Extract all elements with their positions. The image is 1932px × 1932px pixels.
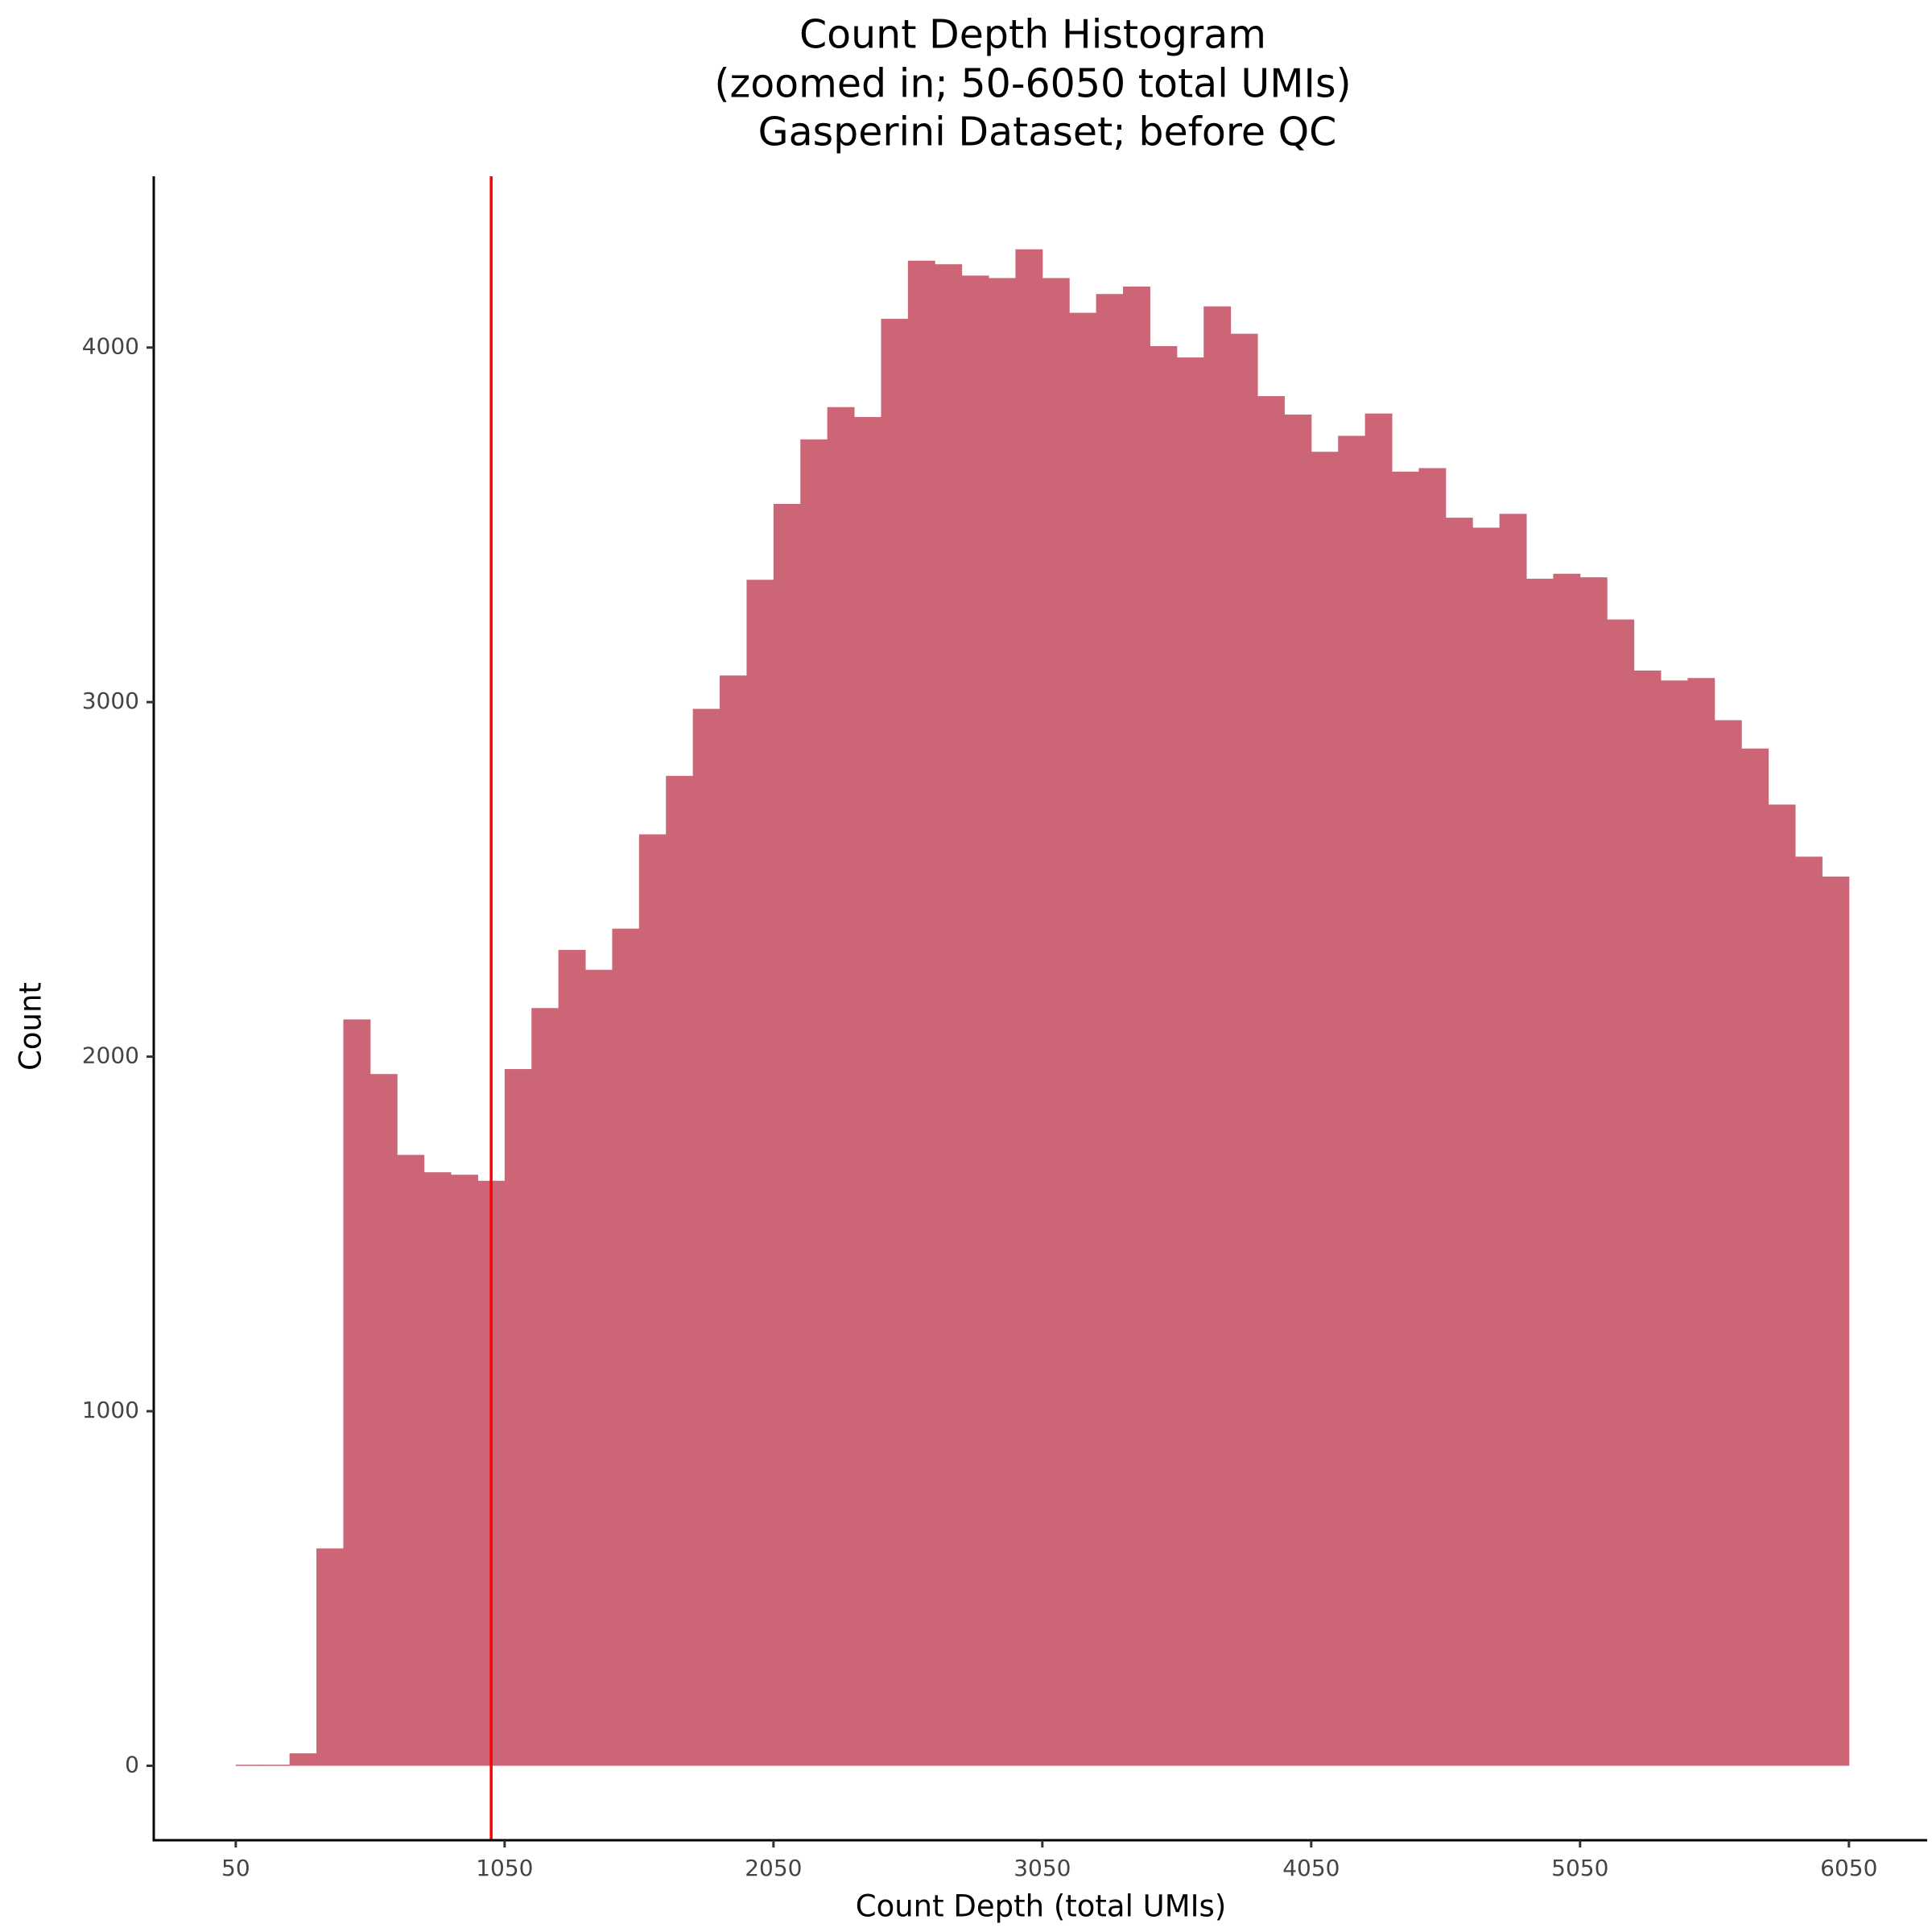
- bar: [1418, 468, 1447, 1766]
- bar: [1607, 619, 1635, 1766]
- bar: [1714, 720, 1742, 1766]
- bar: [720, 675, 747, 1766]
- x-tick-label: 50: [221, 1855, 250, 1881]
- bar: [1069, 312, 1097, 1766]
- bar: [666, 775, 694, 1766]
- bar: [1257, 396, 1285, 1766]
- bar: [531, 1008, 559, 1766]
- bar: [1579, 577, 1608, 1766]
- x-tick-label: 6050: [1820, 1855, 1877, 1881]
- y-axis-label: Count: [14, 982, 48, 1071]
- bar: [1338, 436, 1366, 1766]
- bar: [1661, 680, 1688, 1766]
- bar: [1741, 748, 1769, 1766]
- bar: [451, 1174, 478, 1766]
- bar: [1526, 578, 1554, 1766]
- bar: [1687, 678, 1715, 1766]
- bar: [1822, 876, 1850, 1766]
- bar: [1123, 286, 1150, 1766]
- bar: [612, 928, 640, 1766]
- x-axis-label: Count Depth (total UMIs): [856, 1889, 1227, 1924]
- bar: [907, 260, 935, 1766]
- bar: [989, 278, 1016, 1766]
- bar: [1364, 413, 1393, 1766]
- bar: [369, 1074, 398, 1766]
- bar: [773, 503, 801, 1766]
- bar: [1284, 414, 1312, 1766]
- bar: [827, 407, 855, 1766]
- bar: [1392, 471, 1419, 1766]
- bar: [638, 834, 667, 1766]
- bar: [961, 275, 989, 1766]
- bar: [935, 264, 963, 1766]
- y-tick-label: 4000: [82, 333, 139, 360]
- x-tick-label: 5050: [1551, 1855, 1608, 1881]
- bar: [1499, 514, 1527, 1766]
- y-tick-label: 0: [125, 1752, 139, 1778]
- bar: [262, 1765, 291, 1766]
- bar: [1230, 333, 1258, 1766]
- bar: [692, 708, 720, 1766]
- bar: [423, 1172, 452, 1766]
- bar: [1795, 857, 1823, 1766]
- x-tick-label: 4050: [1282, 1855, 1340, 1881]
- bar: [1203, 306, 1232, 1766]
- bar: [289, 1753, 317, 1766]
- bar: [585, 969, 613, 1766]
- bar: [343, 1019, 371, 1766]
- y-tick-label: 3000: [82, 687, 139, 714]
- x-tick-label: 3050: [1013, 1855, 1071, 1881]
- bar: [800, 439, 828, 1766]
- bar: [854, 417, 881, 1766]
- bar: [1768, 804, 1796, 1766]
- bar: [746, 580, 774, 1766]
- y-tick-label: 1000: [82, 1397, 139, 1423]
- bar: [235, 1765, 263, 1766]
- y-tick-label: 2000: [82, 1042, 139, 1069]
- bar: [504, 1069, 532, 1766]
- bar: [881, 319, 909, 1766]
- bar: [558, 950, 586, 1766]
- bar: [1553, 573, 1581, 1766]
- bar: [1015, 249, 1043, 1766]
- chart-title: (zoomed in; 50-6050 total UMIs): [714, 61, 1351, 107]
- bar: [1096, 294, 1124, 1766]
- bar: [1445, 518, 1473, 1766]
- bar: [1633, 670, 1662, 1766]
- bar: [1311, 452, 1339, 1766]
- x-tick-label: 2050: [745, 1855, 802, 1881]
- bar: [397, 1154, 425, 1766]
- chart-title: Gasperini Dataset; before QC: [758, 109, 1337, 155]
- x-tick-label: 1050: [476, 1855, 533, 1881]
- bar: [1176, 357, 1204, 1766]
- bar: [1472, 527, 1501, 1766]
- chart-title: Count Depth Histogram: [799, 12, 1266, 58]
- bar: [316, 1548, 344, 1766]
- bar: [1042, 278, 1070, 1766]
- bar: [1150, 345, 1178, 1766]
